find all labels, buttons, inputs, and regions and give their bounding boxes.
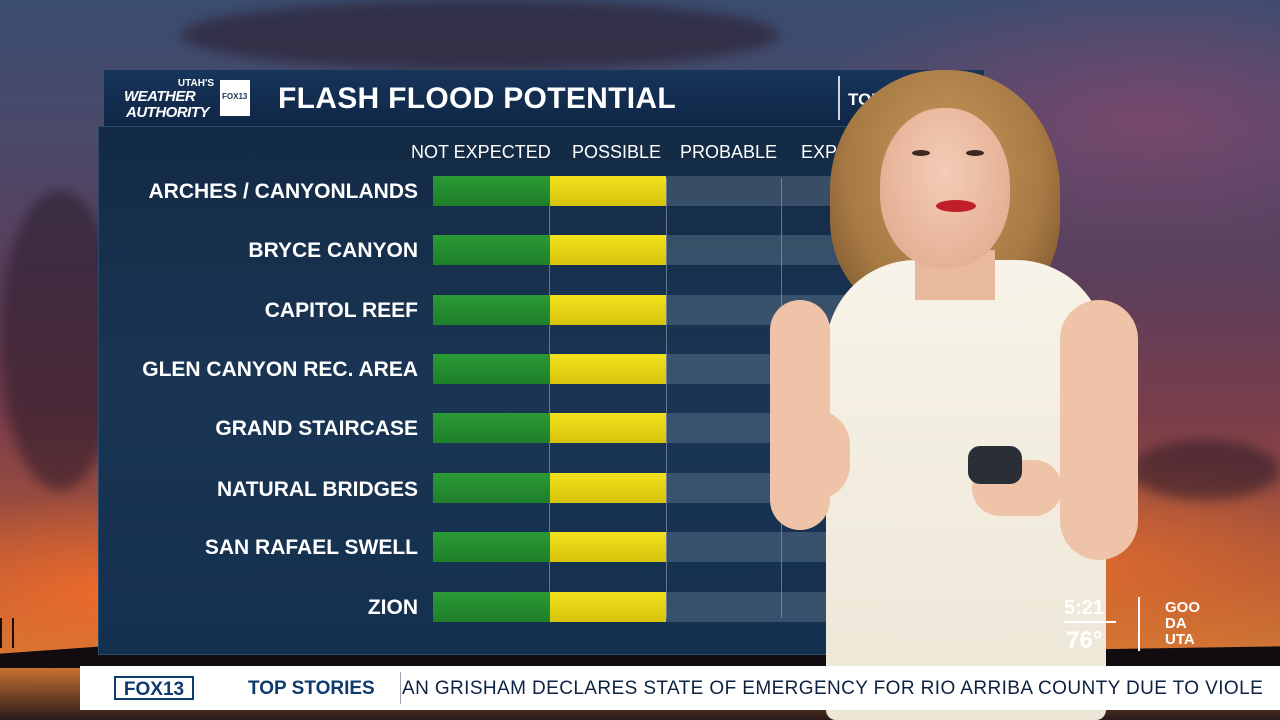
presenter-arm (1060, 300, 1138, 560)
bar-possible (550, 532, 666, 562)
bar-not-expected (433, 532, 550, 562)
bar-not-expected (433, 235, 550, 265)
row-label: GLEN CANYON REC. AREA (142, 358, 418, 381)
bar-possible (550, 413, 666, 443)
ticker-headline: AN GRISHAM DECLARES STATE OF EMERGENCY F… (402, 678, 1264, 699)
bar-not-expected (433, 473, 550, 503)
clock-time: 5:21 (1064, 597, 1105, 619)
bar-possible (550, 592, 666, 622)
bar-not-expected (433, 354, 550, 384)
bar-not-expected (433, 295, 550, 325)
header-divider (838, 76, 840, 120)
presenter-face (880, 108, 1010, 268)
row-label: SAN RAFAEL SWELL (204, 536, 418, 559)
row-label: CAPITOL REEF (264, 299, 418, 322)
bar-possible (550, 176, 666, 206)
column-header-not-expected: NOT EXPECTED (411, 142, 551, 162)
cloud (1130, 440, 1280, 500)
chart-panel (98, 126, 860, 655)
graphic-header: UTAH'S WEATHER AUTHORITY FOX13 FLASH FLO… (104, 70, 984, 126)
grid-line (666, 178, 667, 618)
ticker-section-label: TOP STORIES (248, 678, 375, 699)
bug-vertical-divider (1138, 597, 1140, 651)
tower-silhouette (0, 618, 14, 648)
show-logo: GOO DA UTA (1165, 600, 1201, 648)
row-label: BRYCE CANYON (248, 239, 418, 262)
page-title: FLASH FLOOD POTENTIAL (278, 82, 676, 115)
grid-line (549, 178, 550, 618)
bar-possible (550, 473, 666, 503)
brand-line2: AUTHORITY (126, 104, 210, 121)
news-ticker: FOX13 TOP STORIES AN GRISHAM DECLARES ST… (80, 666, 1280, 710)
row-label: NATURAL BRIDGES (216, 478, 418, 501)
presenter-eye (966, 150, 984, 156)
bar-not-expected (433, 176, 550, 206)
weather-authority-logo: UTAH'S WEATHER AUTHORITY FOX13 (124, 76, 250, 122)
presenter-eye (912, 150, 930, 156)
cloud (180, 0, 780, 70)
bar-possible (550, 295, 666, 325)
bar-not-expected (433, 592, 550, 622)
bar-possible (550, 354, 666, 384)
clicker-remote (968, 446, 1022, 484)
current-temperature: 76° (1066, 627, 1103, 654)
fox13-logo: FOX13 (114, 676, 194, 700)
brand-top: UTAH'S (177, 78, 214, 89)
brand-badge: FOX13 (220, 80, 250, 116)
row-label: ZION (367, 596, 418, 619)
bug-divider (1064, 621, 1116, 623)
ticker-divider (400, 672, 401, 704)
presenter-hand (780, 410, 850, 500)
brand-line1: WEATHER (124, 88, 196, 105)
bar-not-expected (433, 413, 550, 443)
presenter-lips (936, 200, 976, 212)
row-label: ARCHES / CANYONLANDS (148, 180, 418, 203)
column-header-probable: PROBABLE (680, 142, 778, 162)
bar-possible (550, 235, 666, 265)
column-header-possible: POSSIBLE (572, 142, 662, 162)
row-label: GRAND STAIRCASE (215, 417, 418, 440)
